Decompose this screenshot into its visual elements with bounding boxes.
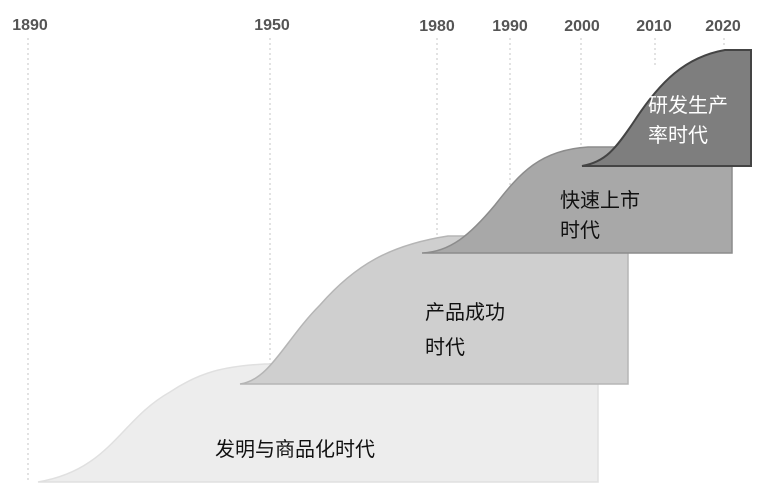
- era-time-to-market-label: 快速上市 时代: [560, 188, 646, 242]
- era-invention-label-line1: 发明与商品化时代: [215, 437, 375, 461]
- era-product-success-label-line2: 时代: [425, 335, 465, 359]
- year-label-2020: 2020: [705, 18, 741, 35]
- era-rd-productivity-label: 研发生产 率时代: [648, 93, 734, 147]
- era-product-success-label: 产品成功 时代: [425, 300, 511, 359]
- era-invention-shape: [37, 363, 599, 483]
- era-product-success-label-line1: 产品成功: [425, 300, 505, 324]
- year-label-1980: 1980: [419, 18, 455, 35]
- era-rd-productivity-shape: [581, 49, 752, 167]
- year-labels: 1890 1950 1980 1990 2000 2010 2020: [12, 17, 741, 35]
- era-time-to-market-label-line1: 快速上市: [560, 188, 640, 212]
- era-invention: 发明与商品化时代: [37, 363, 599, 483]
- year-label-2000: 2000: [564, 18, 600, 35]
- year-label-2010: 2010: [636, 18, 672, 35]
- era-time-to-market-shape: [421, 146, 733, 254]
- era-invention-label: 发明与商品化时代: [215, 437, 375, 461]
- year-guides: [27, 38, 725, 482]
- era-rd-productivity: 研发生产 率时代: [581, 49, 752, 167]
- era-rd-productivity-label-line2: 率时代: [648, 123, 708, 147]
- year-label-1990: 1990: [492, 18, 528, 35]
- era-time-to-market-label-line2: 时代: [560, 218, 600, 242]
- year-label-1890: 1890: [12, 17, 48, 34]
- year-label-1950: 1950: [254, 17, 290, 34]
- era-product-success-shape: [239, 235, 629, 385]
- era-time-to-market: 快速上市 时代: [421, 146, 733, 254]
- era-rd-productivity-label-line1: 研发生产: [648, 93, 728, 117]
- era-product-success: 产品成功 时代: [239, 235, 629, 385]
